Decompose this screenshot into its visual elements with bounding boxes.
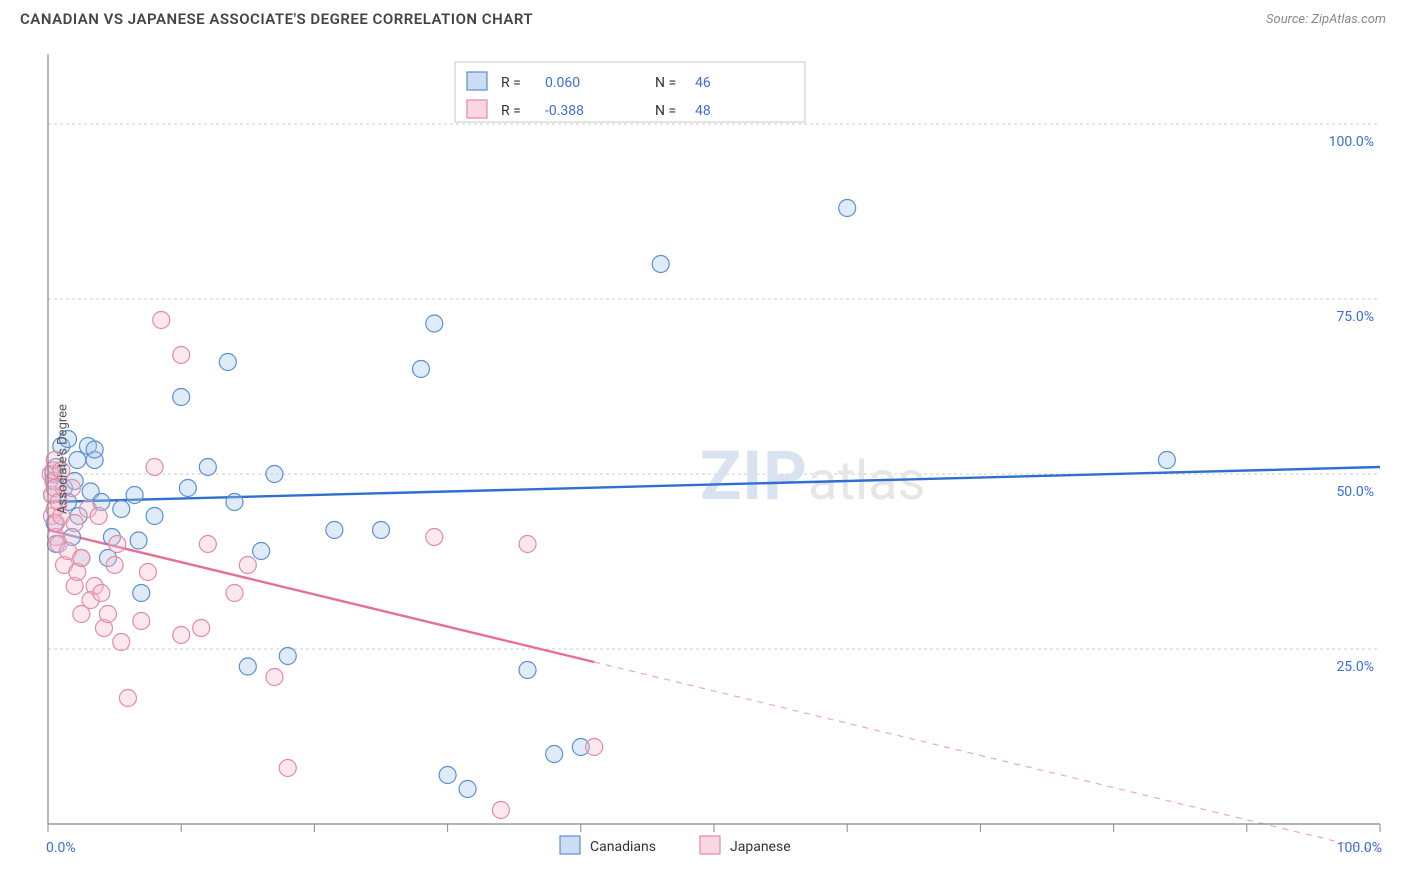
y-tick-label: 50.0%	[1336, 484, 1374, 500]
data-point	[459, 781, 476, 798]
data-point	[279, 760, 296, 777]
data-point	[226, 585, 243, 602]
legend-n-label: N =	[655, 75, 676, 91]
legend-swatch	[467, 100, 487, 118]
data-point	[426, 315, 443, 332]
data-point	[133, 585, 150, 602]
data-point	[426, 529, 443, 546]
data-point	[586, 739, 603, 756]
data-point	[173, 347, 190, 364]
data-point	[439, 767, 456, 784]
data-point	[106, 557, 123, 574]
data-point	[226, 494, 243, 511]
legend-r-value: 0.060	[545, 75, 580, 91]
data-point	[219, 354, 236, 371]
legend-r-label: R =	[501, 75, 521, 91]
legend-n-value: 48	[695, 103, 711, 119]
y-tick-label: 25.0%	[1336, 659, 1374, 675]
data-point	[546, 746, 563, 763]
chart-container: Associate's Degree 25.0% 50.0% 75.0% 100.0%…	[0, 34, 1406, 884]
data-point	[173, 389, 190, 406]
data-point	[199, 536, 216, 553]
data-point	[69, 452, 86, 469]
data-point	[279, 648, 296, 665]
x-tick-label: 100.0%	[1337, 840, 1382, 856]
scatter-chart: 25.0% 50.0% 75.0% 100.0% ZIPatlas 0.0% 100.0% R…	[0, 34, 1406, 884]
data-point	[253, 543, 270, 560]
data-point	[153, 312, 170, 329]
data-point	[266, 669, 283, 686]
chart-source: Source: ZipAtlas.com	[1266, 12, 1386, 27]
data-point	[179, 480, 196, 497]
data-point	[109, 536, 126, 553]
legend-swatch	[467, 72, 487, 90]
data-point	[93, 585, 110, 602]
legend-swatch	[700, 836, 720, 854]
data-point	[239, 557, 256, 574]
data-point	[73, 550, 90, 567]
data-point	[119, 690, 136, 707]
data-point	[326, 522, 343, 539]
data-point	[133, 613, 150, 630]
data-point	[239, 658, 256, 675]
y-axis-label: Associate's Degree	[55, 404, 70, 514]
x-tick-label: 0.0%	[46, 840, 76, 856]
data-point	[66, 515, 83, 532]
data-point	[146, 508, 163, 525]
legend-n-label: N =	[655, 103, 676, 119]
data-point	[266, 466, 283, 483]
legend-n-value: 46	[695, 75, 711, 91]
data-point	[193, 620, 210, 637]
data-point	[412, 361, 429, 378]
data-point	[146, 459, 163, 476]
data-point	[86, 441, 103, 458]
data-point	[652, 256, 669, 273]
data-point	[90, 508, 107, 525]
watermark: ZIPatlas	[700, 436, 925, 516]
data-point	[139, 564, 156, 581]
data-point	[130, 532, 147, 549]
legend-swatch	[560, 836, 580, 854]
data-point	[1158, 452, 1175, 469]
data-point	[199, 459, 216, 476]
data-point	[519, 662, 536, 679]
data-point	[373, 522, 390, 539]
data-point	[492, 802, 509, 819]
data-point	[519, 536, 536, 553]
legend-r-label: R =	[501, 103, 521, 119]
y-tick-label: 100.0%	[1329, 134, 1374, 150]
data-point	[173, 627, 190, 644]
data-point	[99, 606, 116, 623]
legend-series-label: Japanese	[730, 839, 791, 855]
legend-series-label: Canadians	[590, 839, 656, 855]
chart-header: CANADIAN VS JAPANESE ASSOCIATE'S DEGREE …	[0, 0, 1406, 34]
chart-title: CANADIAN VS JAPANESE ASSOCIATE'S DEGREE …	[20, 10, 533, 28]
data-point	[113, 634, 130, 651]
y-tick-label: 75.0%	[1336, 309, 1374, 325]
data-point	[113, 501, 130, 518]
legend-r-value: -0.388	[545, 103, 584, 119]
data-point	[839, 200, 856, 217]
data-point	[126, 487, 143, 504]
